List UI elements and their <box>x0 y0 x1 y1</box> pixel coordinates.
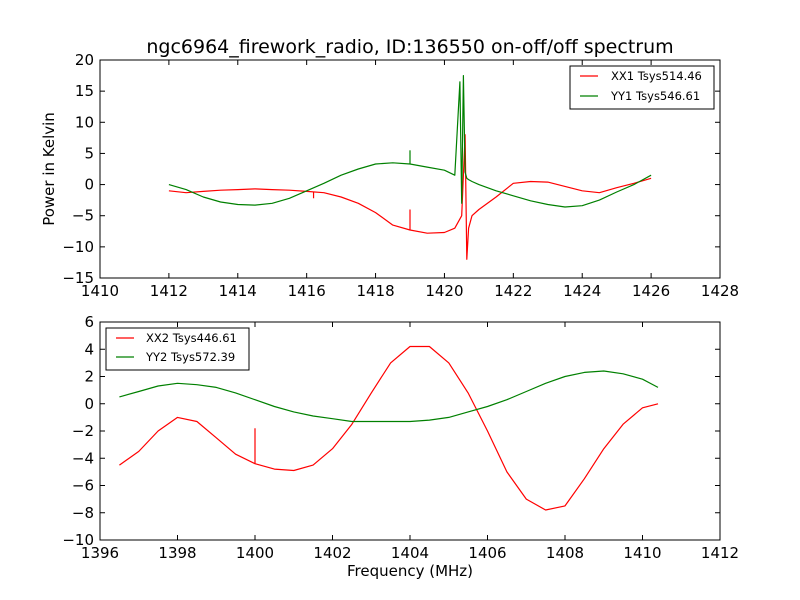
x-tick-label: 1398 <box>158 544 196 562</box>
x-tick-label: 1426 <box>632 282 670 300</box>
x-tick-label: 1412 <box>150 282 188 300</box>
top-panel: 1410 1412 1414 1416 1418 1420 1422 1424 1426 1428… <box>40 51 739 300</box>
y-tick-label: −10 <box>62 238 94 256</box>
y-tick-label: 6 <box>84 313 94 331</box>
y-tick-label: −2 <box>72 422 94 440</box>
x-tick-label: 1420 <box>425 282 463 300</box>
y-tick-label: 5 <box>84 144 94 162</box>
bottom-panel-ticks: 1396 1398 1400 1402 1404 1406 1408 1410 1412 −10 −… <box>62 313 739 562</box>
top-panel-ylabel: Power in Kelvin <box>40 112 58 226</box>
x-tick-label: 1412 <box>701 544 739 562</box>
bottom-panel: 1396 1398 1400 1402 1404 1406 1408 1410 1412 −10 −… <box>62 313 739 580</box>
y-tick-label: 10 <box>75 113 94 131</box>
y-tick-label: −5 <box>72 207 94 225</box>
figure-title: ngc6964_firework_radio, ID:136550 on-off… <box>146 36 673 58</box>
y-tick-label: −10 <box>62 531 94 549</box>
x-tick-label: 1414 <box>219 282 257 300</box>
y-tick-label: 2 <box>84 368 94 386</box>
y-tick-label: −4 <box>72 449 94 467</box>
x-tick-label: 1428 <box>701 282 739 300</box>
x-tick-label: 1406 <box>468 544 506 562</box>
bottom-series-line-1 <box>119 370 659 423</box>
x-tick-label: 1418 <box>356 282 394 300</box>
y-tick-label: −8 <box>72 504 94 522</box>
top-panel-ticks: 1410 1412 1414 1416 1418 1420 1422 1424 1426 1428… <box>62 51 739 300</box>
bottom-legend-box <box>105 327 250 371</box>
x-tick-label: 1404 <box>391 544 429 562</box>
x-tick-label: 1396 <box>81 544 119 562</box>
top-legend-label-xx1: XX1 Tsys514.46 <box>611 69 702 83</box>
y-tick-label: −6 <box>72 477 94 495</box>
top-legend-label-yy1: YY1 Tsys546.61 <box>610 89 700 103</box>
x-tick-label: 1402 <box>313 544 351 562</box>
y-tick-label: 15 <box>75 82 94 100</box>
bottom-legend-label-yy2: YY2 Tsys572.39 <box>145 350 235 364</box>
top-panel-frame <box>99 59 721 279</box>
y-tick-label: 4 <box>84 340 94 358</box>
top-series-line-1 <box>168 74 652 208</box>
bottom-legend-label-xx2: XX2 Tsys446.61 <box>146 331 237 345</box>
x-tick-label: 1422 <box>494 282 532 300</box>
x-tick-label: 1410 <box>81 282 119 300</box>
bottom-series-line-0 <box>119 345 659 511</box>
y-tick-label: 0 <box>84 176 94 194</box>
bottom-panel-legend: XX2 Tsys446.61 YY2 Tsys572.39 <box>105 327 250 371</box>
top-panel-legend: XX1 Tsys514.46 YY1 Tsys546.61 <box>569 65 715 110</box>
x-tick-label: 1410 <box>623 544 661 562</box>
top-legend-box <box>569 65 715 110</box>
y-tick-label: 0 <box>84 395 94 413</box>
top-panel-lines <box>168 74 652 260</box>
bottom-panel-lines <box>119 345 659 511</box>
y-tick-label: 20 <box>75 51 94 69</box>
x-tick-label: 1424 <box>563 282 601 300</box>
x-tick-label: 1416 <box>288 282 326 300</box>
x-tick-label: 1408 <box>546 544 584 562</box>
y-tick-label: −15 <box>62 269 94 287</box>
bottom-panel-xlabel: Frequency (MHz) <box>347 562 473 580</box>
x-tick-label: 1400 <box>236 544 274 562</box>
top-series-line-0 <box>168 134 652 260</box>
